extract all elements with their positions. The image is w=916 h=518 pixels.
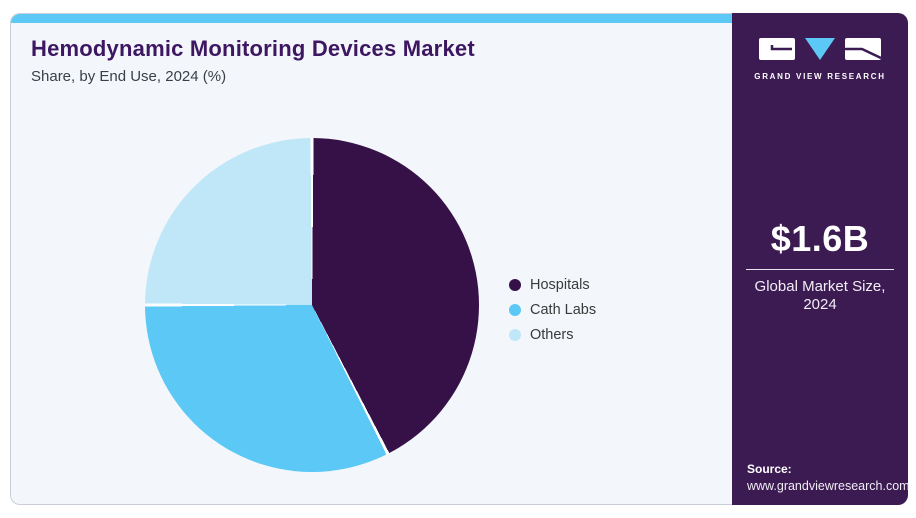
brand-name: GRAND VIEW RESEARCH — [754, 72, 886, 81]
chart-card: Hemodynamic Monitoring Devices Market Sh… — [10, 13, 732, 505]
market-size-caption: Global Market Size, 2024 — [732, 278, 908, 314]
legend-dot-icon — [509, 328, 521, 341]
grand-view-research-logo-icon — [759, 38, 882, 60]
pie-chart — [145, 138, 479, 472]
legend-label: Hospitals — [530, 276, 590, 293]
market-size-block: $1.6B Global Market Size, 2024 — [732, 218, 908, 314]
sidebar: GRAND VIEW RESEARCH $1.6B Global Market … — [732, 13, 910, 505]
legend-dot-icon — [509, 278, 521, 291]
page-title: Hemodynamic Monitoring Devices Market — [31, 36, 475, 61]
market-size-caption-line1: Global Market Size, — [754, 278, 886, 295]
header: Hemodynamic Monitoring Devices Market Sh… — [31, 36, 475, 85]
legend-label: Cath Labs — [530, 301, 597, 318]
legend-dot-icon — [509, 303, 521, 316]
source-url[interactable]: www.grandviewresearch.com — [747, 479, 910, 493]
page-subtitle: Share, by End Use, 2024 (%) — [31, 68, 227, 85]
legend-item-others: Others — [509, 322, 596, 347]
market-size-caption-line2: 2024 — [803, 296, 837, 313]
accent-top-bar — [11, 14, 732, 23]
source-label: Source: — [747, 462, 792, 476]
legend-item-hospitals: Hospitals — [509, 272, 596, 297]
legend-label: Others — [530, 326, 574, 343]
legend-item-cath-labs: Cath Labs — [509, 297, 596, 322]
source-block: Source: www.grandviewresearch.com — [747, 462, 910, 493]
divider-line — [746, 269, 894, 270]
market-size-value: $1.6B — [770, 218, 870, 259]
brand-logo-block: GRAND VIEW RESEARCH — [732, 37, 908, 81]
legend: Hospitals Cath Labs Others — [509, 272, 596, 347]
logo-v-triangle-icon — [805, 38, 835, 60]
